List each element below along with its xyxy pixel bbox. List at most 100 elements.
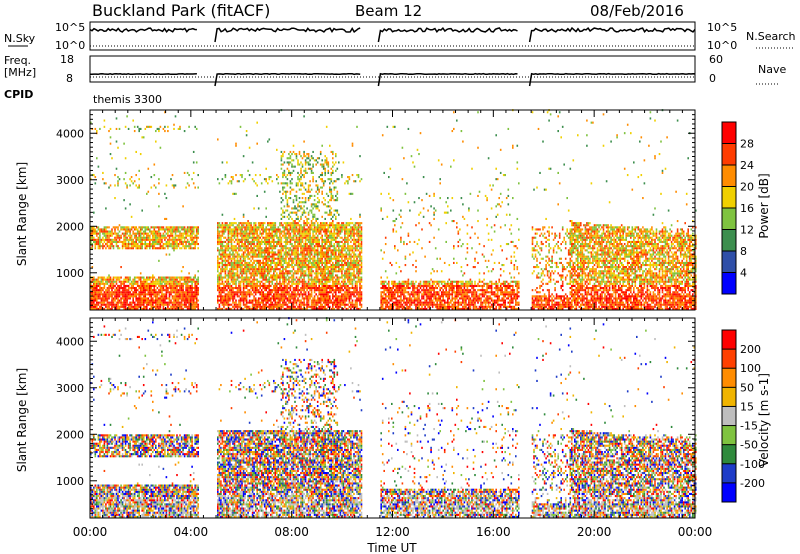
echo-cell (295, 197, 298, 200)
echo-cell (259, 270, 261, 273)
echo-cell (226, 299, 228, 302)
echo-cell (283, 301, 286, 304)
echo-cell (309, 243, 311, 246)
echo-cell (336, 178, 339, 181)
echo-cell (310, 270, 313, 273)
echo-cell (274, 222, 277, 225)
echo-cell (312, 157, 314, 160)
echo-cell (105, 299, 107, 302)
echo-cell (291, 274, 293, 277)
echo-cell (336, 266, 339, 269)
echo-cell (108, 305, 110, 308)
echo-cell (270, 228, 272, 231)
echo-cell (235, 174, 237, 177)
echo-cell (270, 243, 272, 246)
echo-cell (197, 186, 199, 189)
echo-cell (251, 226, 254, 229)
echo-cell (156, 247, 159, 250)
echo-cell (138, 247, 140, 250)
echo-cell (248, 266, 251, 269)
echo-cell (132, 278, 134, 281)
echo-cell (129, 184, 131, 187)
echo-cell (150, 243, 153, 246)
echo-cell (109, 301, 112, 304)
echo-cell (335, 232, 337, 235)
echo-cell (251, 274, 254, 277)
echo-cell (103, 287, 106, 290)
echo-cell (338, 278, 340, 281)
echo-cell (304, 264, 307, 267)
echo-cell (221, 251, 224, 254)
echo-cell (250, 266, 252, 269)
echo-cell (267, 274, 269, 277)
echo-cell (336, 274, 339, 277)
echo-cell (94, 230, 97, 233)
echo-cell (121, 280, 124, 283)
echo-cell (130, 176, 133, 179)
echo-cell (162, 234, 165, 237)
echo-cell (191, 299, 193, 302)
echo-cell (315, 228, 317, 231)
echo-cell (220, 268, 222, 271)
echo-cell (286, 243, 289, 246)
echo-cell (254, 255, 257, 258)
echo-cell (307, 163, 310, 166)
echo-cell (164, 301, 166, 304)
echo-cell (300, 261, 302, 264)
echo-cell (186, 295, 189, 298)
echo-cell (247, 226, 249, 229)
echo-cell (316, 201, 319, 204)
echo-cell (336, 270, 339, 273)
echo-cell (288, 232, 290, 235)
echo-cell (217, 299, 219, 302)
echo-cell (247, 253, 249, 256)
echo-cell (235, 291, 237, 294)
echo-cell (158, 238, 160, 241)
echo-cell (165, 228, 168, 231)
echo-cell (285, 197, 287, 200)
echo-cell (112, 276, 115, 279)
echo-cell (233, 282, 236, 285)
echo-cell (174, 291, 177, 294)
echo-cell (146, 299, 148, 302)
echo-cell (253, 287, 255, 290)
echo-cell (229, 240, 231, 243)
echo-cell (217, 270, 219, 273)
echo-cell (224, 303, 227, 306)
echo-cell (324, 174, 326, 177)
echo-cell (152, 243, 154, 246)
echo-cell (324, 251, 326, 254)
echo-cell (280, 303, 283, 306)
echo-cell (268, 247, 271, 250)
echo-cell (96, 303, 98, 306)
echo-cell (135, 287, 137, 290)
echo-cell (291, 188, 293, 191)
echo-cell (155, 226, 157, 229)
echo-cell (282, 186, 284, 189)
echo-cell (325, 282, 328, 285)
echo-cell (318, 190, 320, 193)
echo-cell (186, 301, 189, 304)
echo-cell (263, 240, 266, 243)
echo-cell (310, 280, 313, 283)
echo-cell (142, 280, 145, 283)
echo-cell (267, 238, 269, 241)
echo-cell (297, 264, 299, 267)
echo-cell (191, 243, 193, 246)
echo-cell (289, 305, 292, 308)
echo-cell (289, 257, 292, 260)
echo-cell (263, 270, 266, 273)
echo-cell (329, 224, 331, 227)
echo-cell (285, 243, 287, 246)
echo-cell (304, 169, 307, 172)
echo-cell (171, 234, 174, 237)
echo-cell (150, 303, 153, 306)
echo-cell (271, 224, 274, 227)
echo-cell (288, 224, 290, 227)
echo-cell (244, 240, 246, 243)
echo-cell (256, 282, 258, 285)
echo-cell (295, 261, 298, 264)
echo-cell (319, 282, 322, 285)
echo-cell (223, 236, 225, 239)
echo-cell (194, 226, 196, 229)
